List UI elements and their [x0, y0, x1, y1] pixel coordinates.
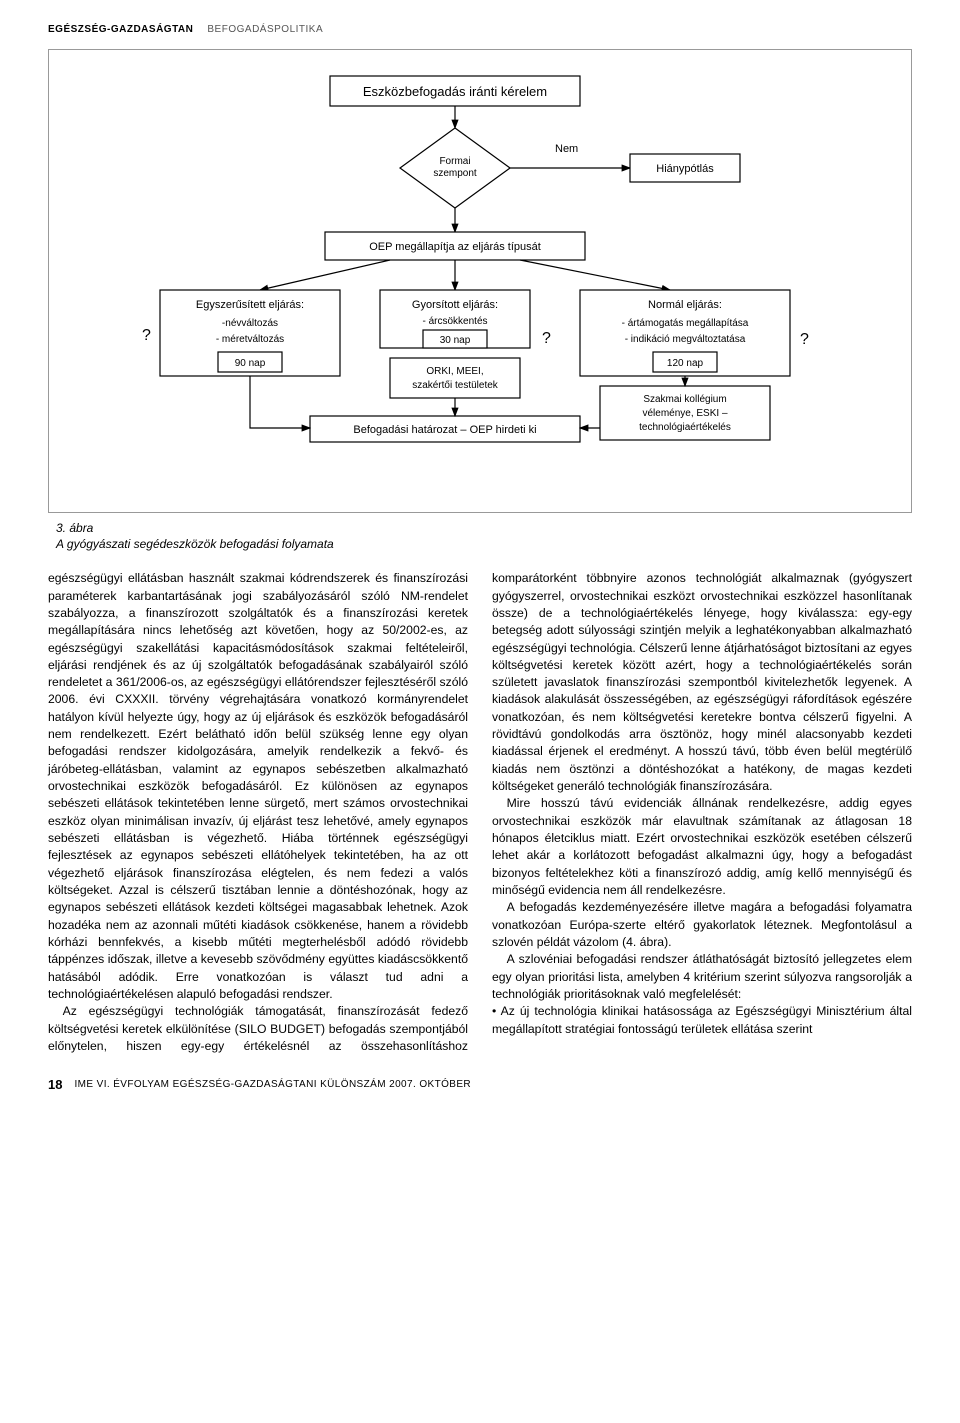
flowchart-container: Eszközbefogadás iránti kérelem Formai sz…	[48, 49, 912, 513]
header-category: EGÉSZSÉG-GAZDASÁGTAN	[48, 24, 193, 35]
node-szakmai-l2: véleménye, ESKI –	[642, 408, 727, 419]
page-footer: 18 IME VI. ÉVFOLYAM EGÉSZSÉG-GAZDASÁGTAN…	[48, 1077, 912, 1092]
label-nem: Nem	[555, 143, 578, 155]
node-decision-l2: szempont	[433, 168, 477, 179]
node-oep-label: OEP megállapítja az eljárás típusát	[369, 241, 541, 253]
node-simp-title: Egyszerűsített eljárás:	[196, 299, 304, 311]
node-szakmai-l3: technológiaértékelés	[639, 422, 731, 433]
body-p3: Mire hosszú távú evidenciák állnának ren…	[492, 795, 912, 899]
header-subcategory: BEFOGADÁSPOLITIKA	[207, 24, 323, 35]
page-number: 18	[48, 1077, 62, 1092]
node-fast-title: Gyorsított eljárás:	[412, 299, 498, 311]
q-mid: ?	[542, 330, 551, 347]
edge-simp-hat	[250, 376, 310, 428]
body-p1: egészségügyi ellátásban használt szakmai…	[48, 570, 468, 1003]
node-simp-days-label: 90 nap	[235, 358, 266, 369]
node-simp-l1: -névváltozás	[222, 318, 278, 329]
node-norm-days-label: 120 nap	[667, 358, 704, 369]
page-header: EGÉSZSÉG-GAZDASÁGTAN BEFOGADÁSPOLITIKA	[48, 24, 912, 35]
caption-text: A gyógyászati segédeszközök befogadási f…	[56, 537, 334, 551]
caption-number: 3. ábra	[56, 521, 93, 535]
node-orki-l1: ORKI, MEEI,	[426, 366, 483, 377]
node-norm-l1: - ártámogatás megállapítása	[622, 318, 749, 329]
body-p5: A szlovéniai befogadási rendszer átlátha…	[492, 951, 912, 1003]
flowchart-svg: Eszközbefogadás iránti kérelem Formai sz…	[100, 68, 860, 498]
body-p4: A befogadás kezdeményezésére illetve mag…	[492, 899, 912, 951]
node-norm-title: Normál eljárás:	[648, 299, 722, 311]
footer-text: IME VI. ÉVFOLYAM EGÉSZSÉG-GAZDASÁGTANI K…	[74, 1079, 471, 1090]
node-szakmai-l1: Szakmai kollégium	[643, 394, 726, 405]
q-right: ?	[800, 331, 809, 348]
node-orki	[390, 358, 520, 398]
edge-oep-simp	[260, 260, 390, 290]
node-fast-days-label: 30 nap	[440, 335, 471, 346]
node-fast-l1: - árcsökkentés	[422, 316, 487, 327]
node-start-label: Eszközbefogadás iránti kérelem	[363, 84, 547, 99]
node-orki-l2: szakértői testületek	[412, 380, 499, 391]
figure-caption: 3. ábra A gyógyászati segédeszközök befo…	[56, 521, 912, 552]
body-columns: egészségügyi ellátásban használt szakmai…	[48, 570, 912, 1055]
node-hatarozat-label: Befogadási határozat – OEP hirdeti ki	[353, 424, 536, 436]
body-bullet1: • Az új technológia klinikai hatásossága…	[492, 1003, 912, 1038]
q-left: ?	[142, 327, 151, 344]
node-decision-l1: Formai	[439, 156, 470, 167]
node-norm-l2: - indikáció megváltoztatása	[625, 334, 746, 345]
node-simp-l2: - méretváltozás	[216, 334, 284, 345]
edge-oep-norm	[520, 260, 670, 290]
node-hiany-label: Hiánypótlás	[656, 163, 714, 175]
